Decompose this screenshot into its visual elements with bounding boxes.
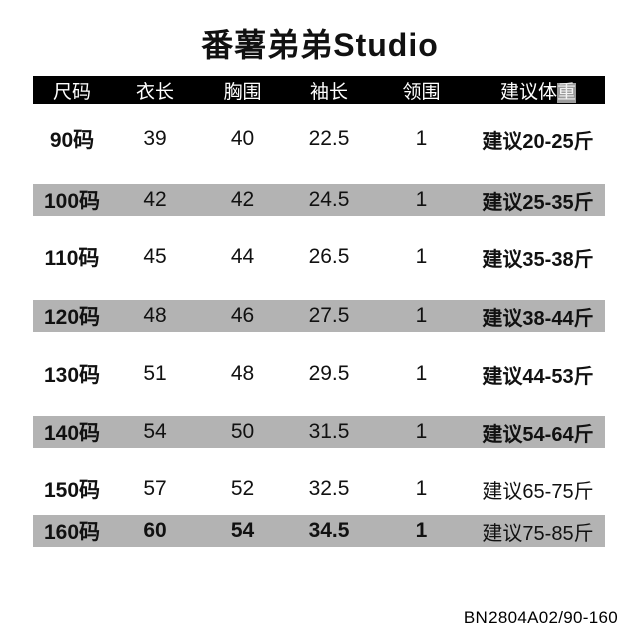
size-cell: 100码 <box>43 190 101 213</box>
length-cell: 39 <box>143 127 167 150</box>
chest-cell: 46 <box>230 304 255 327</box>
size-cell: 90码 <box>49 129 95 152</box>
table-row: 120码 48 46 27.5 1 建议38-44斤 <box>33 300 605 332</box>
header-size: 尺码 <box>52 81 91 103</box>
collar-cell: 1 <box>415 477 428 500</box>
length-cell: 42 <box>143 188 167 211</box>
sleeve-cell: 27.5 <box>308 304 350 327</box>
size-cell: 110码 <box>44 247 100 270</box>
sleeve-cell: 34.5 <box>308 519 350 542</box>
collar-cell: 1 <box>415 420 428 443</box>
header-weight: 建议体重 <box>471 77 605 104</box>
weight-cell: 建议35-38斤 <box>482 248 594 271</box>
header-weight-prefix: 建议体 <box>499 81 557 103</box>
length-cell: 48 <box>143 304 167 327</box>
size-cell: 120码 <box>43 306 101 329</box>
length-cell: 57 <box>143 477 167 500</box>
sleeve-cell: 29.5 <box>308 362 350 385</box>
table-row: 110码 45 44 26.5 1 建议35-38斤 <box>33 241 605 273</box>
weight-cell: 建议25-35斤 <box>482 191 594 214</box>
table-row: 100码 42 42 24.5 1 建议25-35斤 <box>33 184 605 216</box>
product-code: BN2804A02/90-160 <box>463 608 618 627</box>
size-cell: 150码 <box>43 479 101 502</box>
sleeve-cell: 31.5 <box>308 420 350 443</box>
length-cell: 54 <box>143 420 167 443</box>
weight-cell: 建议54-64斤 <box>482 423 594 446</box>
sleeve-cell: 32.5 <box>308 477 350 500</box>
header-chest: 胸围 <box>223 81 262 103</box>
chest-cell: 54 <box>230 519 255 542</box>
weight-cell: 建议65-75斤 <box>482 480 594 503</box>
chest-cell: 48 <box>230 362 255 385</box>
table-row: 90码 39 40 22.5 1 建议20-25斤 <box>33 123 605 155</box>
size-cell: 130码 <box>43 364 101 387</box>
chest-cell: 42 <box>230 188 255 211</box>
size-cell: 160码 <box>43 521 101 544</box>
collar-cell: 1 <box>415 304 428 327</box>
table-row: 140码 54 50 31.5 1 建议54-64斤 <box>33 416 605 448</box>
header-weight-highlight: 重 <box>557 81 577 103</box>
chest-cell: 40 <box>230 127 255 150</box>
chest-cell: 52 <box>230 477 255 500</box>
header-collar: 领围 <box>402 81 441 103</box>
sleeve-cell: 26.5 <box>308 245 350 268</box>
length-cell: 60 <box>143 519 167 542</box>
table-header-row: 尺码 衣长 胸围 袖长 领围 建议体重 <box>33 76 605 104</box>
sleeve-cell: 24.5 <box>308 188 350 211</box>
size-cell: 140码 <box>43 422 101 445</box>
table-row: 130码 51 48 29.5 1 建议44-53斤 <box>33 358 605 390</box>
weight-cell: 建议44-53斤 <box>482 365 594 388</box>
header-sleeve: 袖长 <box>309 81 348 103</box>
header-length: 衣长 <box>135 81 174 103</box>
length-cell: 51 <box>143 362 167 385</box>
table-row: 150码 57 52 32.5 1 建议65-75斤 <box>33 473 605 505</box>
chest-cell: 50 <box>230 420 255 443</box>
weight-cell: 建议75-85斤 <box>482 522 594 545</box>
collar-cell: 1 <box>415 519 428 542</box>
page-title: 番薯弟弟Studio <box>201 27 439 63</box>
table-row: 160码 60 54 34.5 1 建议75-85斤 <box>33 515 605 547</box>
collar-cell: 1 <box>415 127 428 150</box>
collar-cell: 1 <box>415 188 428 211</box>
collar-cell: 1 <box>415 245 428 268</box>
sleeve-cell: 22.5 <box>308 127 350 150</box>
chest-cell: 44 <box>230 245 255 268</box>
collar-cell: 1 <box>415 362 428 385</box>
length-cell: 45 <box>143 245 167 268</box>
weight-cell: 建议20-25斤 <box>482 130 594 153</box>
weight-cell: 建议38-44斤 <box>482 307 594 330</box>
